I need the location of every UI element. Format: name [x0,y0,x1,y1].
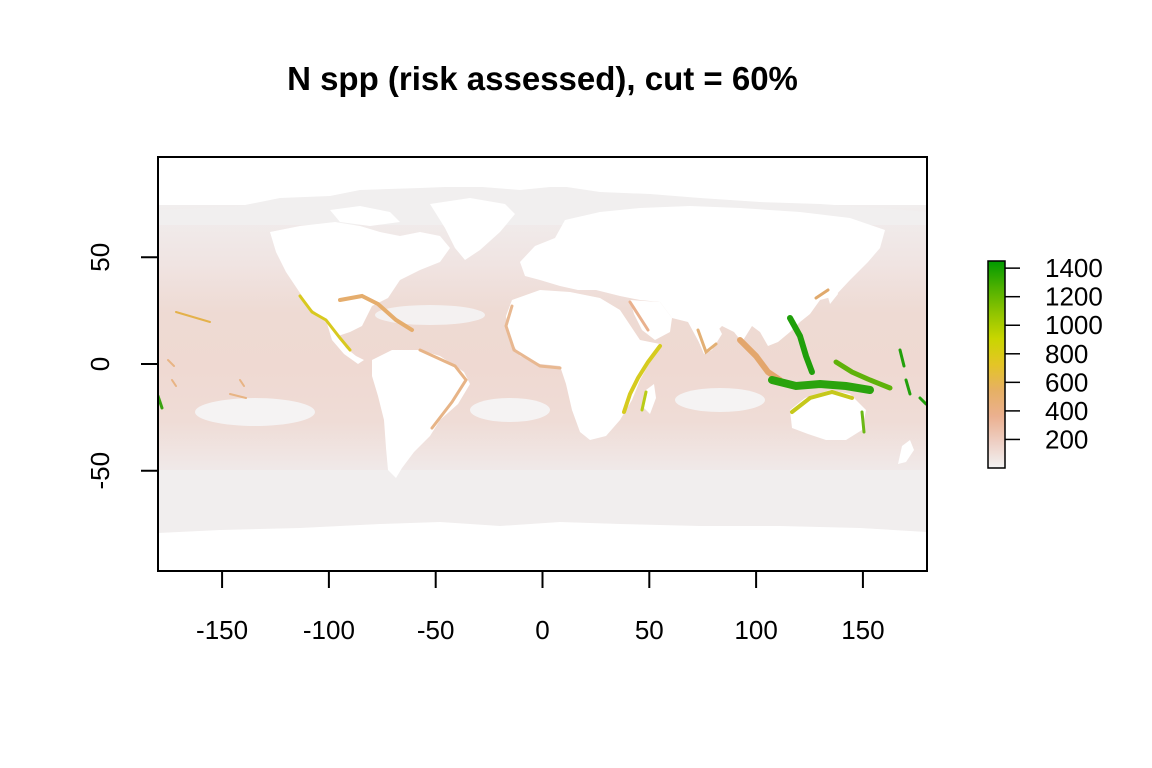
land-australia [790,390,866,440]
land-new-zealand [898,440,914,464]
coast-west-africa [504,304,562,370]
y-tick-label: 50 [85,243,115,272]
coast-pacific-islands [898,348,927,406]
coast-indonesia-east [833,359,893,391]
gyre [375,305,485,325]
coast-north-australia [790,389,854,414]
gyre [675,388,765,412]
legend-tick-label: 200 [1045,424,1088,454]
land-central-america [326,320,364,364]
x-tick-label: 150 [841,615,884,645]
coast-red-sea [628,300,650,332]
coast-gulf-caribbean [338,293,414,332]
coast-east-australia [860,410,866,434]
x-tick-label: -50 [417,615,455,645]
coast-madagascar [640,390,648,412]
y-axis: -50 0 50 [85,243,158,490]
land-antarctica [158,522,927,571]
x-tick-label: 50 [635,615,664,645]
coast-se-asia [737,337,783,383]
coast-brazil [418,348,468,430]
land-japan [826,280,838,304]
land-arabia [630,300,672,340]
coast-pacific-dots [167,359,247,399]
coastal-highlights [158,288,927,434]
legend-tick-label: 400 [1045,396,1088,426]
map-layer [158,157,927,571]
x-tick-label: -150 [196,615,248,645]
coast-hawaii [175,311,211,323]
land-arctic-islands [330,206,400,226]
legend-tick-label: 1000 [1045,310,1103,340]
chart-title: N spp (risk assessed), cut = 60% [287,60,798,97]
legend-tick-label: 1200 [1045,282,1103,312]
coast-india [696,328,718,355]
coast-americas-west [298,294,352,352]
legend-tick-label: 1400 [1045,253,1103,283]
land-greenland [430,198,515,260]
legend-tick-label: 600 [1045,367,1088,397]
coast-indonesia [768,376,874,394]
land-north-america [270,222,450,336]
legend-colorbar [987,260,1006,469]
gyre [470,398,550,422]
y-tick-label: 0 [85,357,115,371]
x-tick-label: -100 [303,615,355,645]
x-axis: -150 -100 -50 0 50 100 150 [196,571,885,645]
land-india [694,322,722,354]
y-tick-label: -50 [85,452,115,490]
southern-ocean [158,470,927,530]
land-eurasia [520,206,885,346]
coast-japan [814,288,830,300]
x-tick-label: 100 [734,615,777,645]
gyre [195,398,315,426]
x-tick-label: 0 [535,615,549,645]
legend-tick-label: 800 [1045,339,1088,369]
no-data-top [158,157,927,187]
land-south-america [372,350,470,478]
coast-east-africa [622,344,662,414]
coast-philippines [787,315,815,375]
land-africa [506,290,660,440]
